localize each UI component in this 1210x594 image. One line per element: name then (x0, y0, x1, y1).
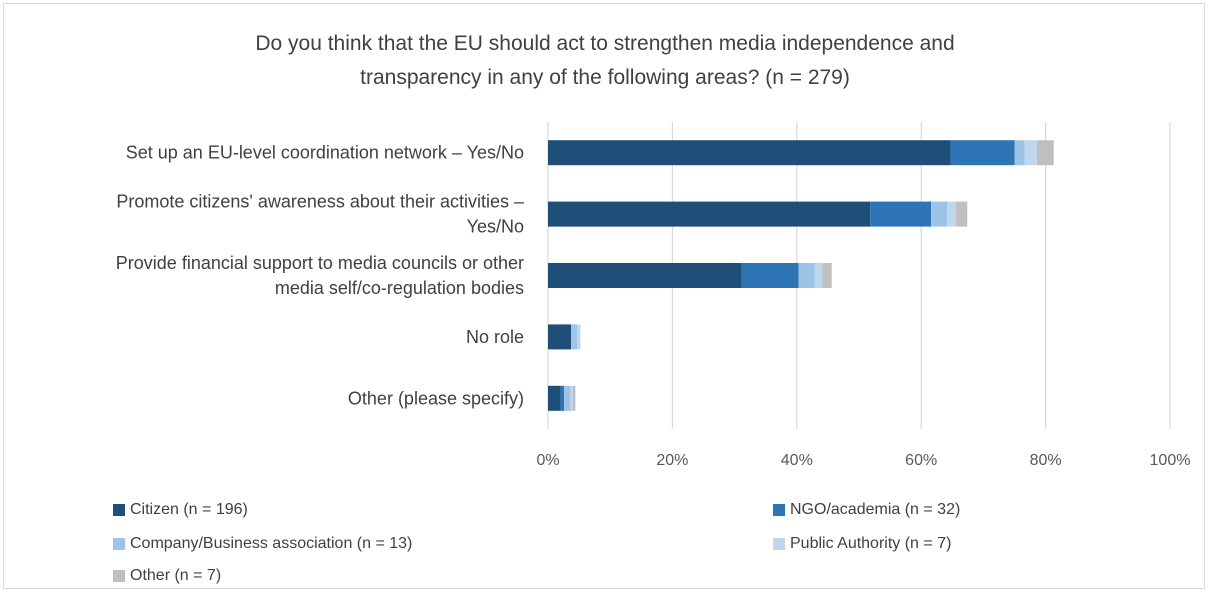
legend-item: Company/Business association (n = 13) (113, 535, 412, 553)
legend-item: Other (n = 7) (113, 567, 221, 585)
legend-item: Citizen (n = 196) (113, 501, 248, 519)
legend-swatch (113, 504, 125, 516)
bars (548, 140, 1054, 411)
legend-item: NGO/academia (n = 32) (773, 501, 960, 519)
chart-title-line-2: transparency in any of the following are… (360, 66, 850, 89)
bar-segment (1014, 140, 1025, 166)
bar-segment (822, 263, 832, 288)
bar-segment (947, 201, 957, 227)
bar-segment (956, 201, 968, 227)
bar-segment (1036, 140, 1054, 166)
legend-label: NGO/academia (n = 32) (790, 501, 961, 518)
bar-segment (572, 385, 576, 411)
bar-segment (548, 263, 742, 288)
legend-swatch (113, 570, 125, 582)
bar-segment (931, 201, 948, 227)
bar-segment (548, 140, 951, 166)
legend-swatch (113, 538, 125, 550)
category-label: media self/co-regulation bodies (275, 278, 524, 298)
bar-segment (814, 263, 823, 288)
x-tick-label: 40% (781, 452, 813, 469)
bar-segment (570, 385, 573, 411)
legend-label: Company/Business association (n = 13) (130, 535, 413, 552)
bar-segment (564, 385, 571, 411)
bar-segment (741, 263, 799, 288)
category-label: Yes/No (467, 217, 524, 237)
x-tick-label: 20% (656, 452, 688, 469)
category-label: Set up an EU-level coordination network … (126, 143, 524, 163)
bar-segment (571, 324, 578, 350)
bar-segment (577, 324, 581, 350)
bar-segment (1024, 140, 1037, 166)
category-labels: Set up an EU-level coordination network … (116, 143, 524, 409)
category-label: Other (please specify) (348, 388, 524, 408)
x-tick-label: 80% (1030, 452, 1062, 469)
bar-segment (548, 201, 871, 227)
legend-swatch (773, 504, 785, 516)
bar-segment (870, 201, 932, 227)
bar-segment (560, 385, 565, 411)
chart-title: Do you think that the EU should act to s… (0, 27, 1210, 95)
category-label: Provide financial support to media counc… (116, 253, 524, 273)
legend-label: Citizen (n = 196) (130, 501, 248, 518)
legend-label: Public Authority (n = 7) (790, 535, 952, 552)
chart-frame (3, 3, 1205, 589)
category-label: Promote citizens' awareness about their … (116, 192, 524, 212)
chart-title-line-1: Do you think that the EU should act to s… (255, 32, 955, 55)
x-tick-labels: 0% 20% 40% 60% 80% 100% (536, 452, 1190, 469)
legend-swatch (773, 538, 785, 550)
bar-segment (548, 385, 561, 411)
x-tick-label: 0% (536, 452, 559, 469)
legend-label: Other (n = 7) (130, 567, 222, 584)
x-tick-label: 60% (905, 452, 937, 469)
bar-segment (798, 263, 815, 288)
legend-item: Public Authority (n = 7) (773, 535, 951, 553)
category-label: No role (466, 327, 524, 347)
x-tick-label: 100% (1150, 452, 1191, 469)
bar-segment (950, 140, 1015, 166)
bar-segment (548, 324, 572, 350)
